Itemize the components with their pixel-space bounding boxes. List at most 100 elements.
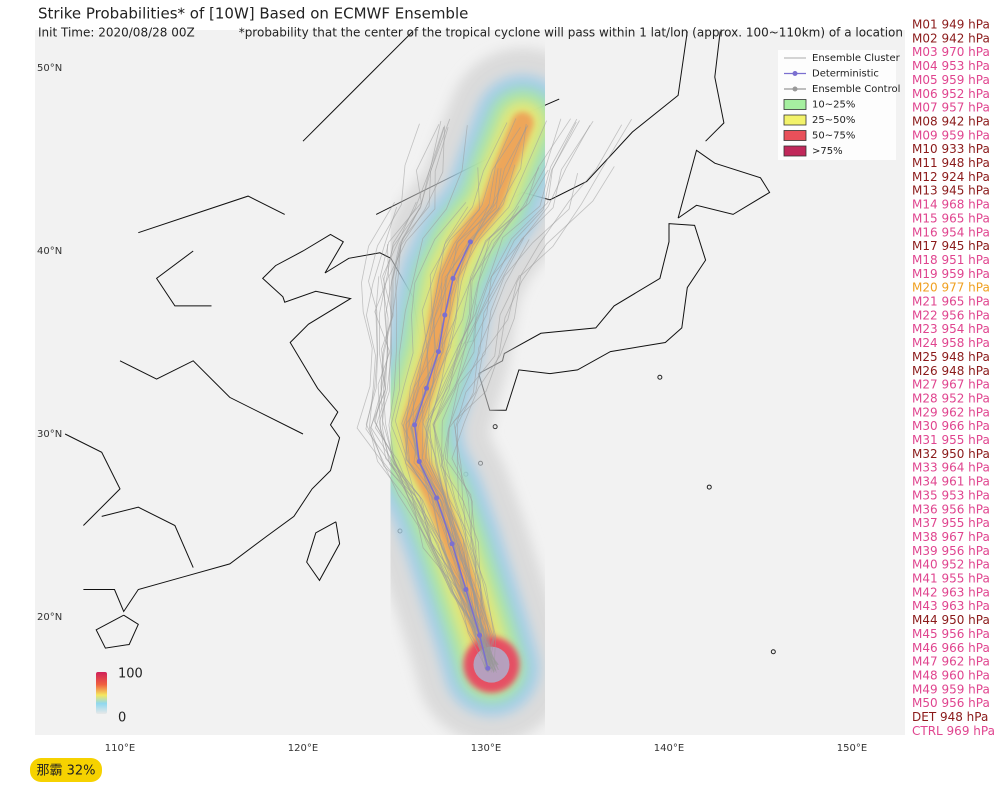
island: [770, 649, 776, 655]
member-pressure: M39 956 hPa: [912, 544, 990, 558]
coastline: [101, 506, 194, 568]
member-pressure: M36 956 hPa: [912, 502, 990, 516]
member-pressure: M27 967 hPa: [912, 378, 990, 392]
coastline: [119, 360, 304, 435]
deterministic-point: [477, 632, 483, 638]
ensemble-track: [424, 208, 523, 672]
badge-bg: [30, 758, 102, 782]
ensemble-track: [413, 207, 500, 667]
member-pressure: M33 964 hPa: [912, 461, 990, 475]
island: [657, 374, 663, 380]
legend-dot: [792, 86, 798, 92]
deterministic-point: [442, 312, 448, 318]
colorbar: 100 0: [96, 667, 143, 726]
legend-label: Ensemble Control: [812, 84, 900, 95]
legend-label: >75%: [812, 146, 843, 157]
lon-label: 120°E: [288, 743, 318, 754]
member-pressure: M29 962 hPa: [912, 405, 990, 419]
ensemble-track: [453, 166, 615, 671]
member-pressure: M32 950 hPa: [912, 447, 990, 461]
legend-label: 10~25%: [812, 100, 855, 111]
island: [492, 424, 498, 430]
member-pressure: M08 942 hPa: [912, 114, 990, 128]
member-pressure: M34 961 hPa: [912, 475, 990, 489]
deterministic-point: [412, 422, 418, 428]
swath: [401, 111, 534, 680]
member-pressure: M26 948 hPa: [912, 364, 990, 378]
legend-label: Ensemble Cluster: [812, 53, 901, 64]
member-pressure: M44 950 hPa: [912, 613, 990, 627]
lon-label: 150°E: [837, 743, 867, 754]
member-pressure: M28 952 hPa: [912, 391, 990, 405]
member-pressure: M03 970 hPa: [912, 45, 990, 59]
ensemble-track: [356, 201, 494, 670]
member-pressure: M40 952 hPa: [912, 558, 990, 572]
member-pressure: M48 960 hPa: [912, 668, 990, 682]
lat-label: 40°N: [37, 246, 62, 257]
member-pressure: M10 933 hPa: [912, 142, 990, 156]
member-pressure: M07 957 hPa: [912, 101, 990, 115]
ensemble-track: [365, 123, 489, 673]
member-pressure: M25 948 hPa: [912, 350, 990, 364]
deterministic-point: [435, 349, 441, 355]
colorbar-gradient: [96, 672, 107, 714]
member-pressure: M31 955 hPa: [912, 433, 990, 447]
deterministic-point: [485, 665, 491, 671]
deterministic-point: [449, 541, 455, 547]
badge: 那霸 32%: [30, 758, 102, 782]
ensemble-track: [422, 167, 540, 671]
deterministic-track: [413, 241, 489, 669]
member-pressure: M05 959 hPa: [912, 73, 990, 87]
deterministic-point: [463, 587, 469, 593]
coastline: [155, 250, 212, 307]
coastline: [302, 31, 414, 142]
member-pressure: M18 951 hPa: [912, 253, 990, 267]
coastline: [705, 31, 725, 142]
member-pressure: M42 963 hPa: [912, 585, 990, 599]
lat-label: 30°N: [37, 429, 62, 440]
deterministic-point: [434, 495, 440, 501]
lon-label: 130°E: [471, 743, 501, 754]
member-pressure: M21 965 hPa: [912, 295, 990, 309]
coastline: [95, 614, 139, 649]
init-time: Init Time: 2020/08/28 00Z: [38, 26, 195, 40]
member-pressure: M47 962 hPa: [912, 655, 990, 669]
member-pressure: M38 967 hPa: [912, 530, 990, 544]
member-pressure: M23 954 hPa: [912, 322, 990, 336]
legend-swatch: [783, 130, 807, 141]
member-pressure: M24 958 hPa: [912, 336, 990, 350]
legend-label: 25~50%: [812, 115, 855, 126]
legend-swatch: [783, 145, 807, 157]
member-pressure: M43 963 hPa: [912, 599, 990, 613]
member-pressure: M49 959 hPa: [912, 682, 990, 696]
badge-text: 那霸 32%: [36, 764, 95, 779]
member-pressure: M09 959 hPa: [912, 128, 990, 142]
member-pressure: M15 965 hPa: [912, 211, 990, 225]
ensemble-track: [369, 124, 498, 666]
coastline: [478, 223, 707, 411]
ensemble-track: [408, 126, 527, 671]
member-pressure: M45 956 hPa: [912, 627, 990, 641]
member-pressure: DET 948 hPa: [912, 710, 988, 724]
legend: Ensemble Cluster Deterministic Ensemble Co…: [778, 50, 901, 160]
ensemble-track: [425, 118, 571, 666]
member-pressure: M16 954 hPa: [912, 225, 990, 239]
member-pressure: M11 948 hPa: [912, 156, 990, 170]
member-pressure: M01 949 hPa: [912, 18, 990, 32]
deterministic-point: [450, 275, 456, 281]
lat-label: 50°N: [37, 63, 62, 74]
member-pressure: M22 956 hPa: [912, 308, 990, 322]
ensemble-track: [365, 276, 499, 670]
ensemble-track: [374, 201, 495, 672]
member-pressure: M06 952 hPa: [912, 87, 990, 101]
member-pressure: M14 968 hPa: [912, 198, 990, 212]
ensemble-track: [454, 274, 520, 672]
legend-swatch: [783, 114, 807, 126]
member-pressure: M13 945 hPa: [912, 184, 990, 198]
coastline: [64, 433, 121, 526]
member-pressure: M19 959 hPa: [912, 267, 990, 281]
lat-label: 20°N: [37, 612, 62, 623]
coastline: [677, 149, 771, 219]
member-pressure: M04 953 hPa: [912, 59, 990, 73]
